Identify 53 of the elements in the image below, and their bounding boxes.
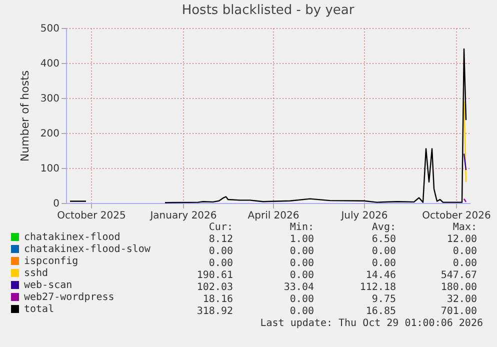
text: 0.00	[288, 270, 314, 281]
y-tick-label: 300	[40, 94, 60, 104]
x-tick-label: October 2026	[422, 210, 491, 222]
text: 32.00	[446, 294, 477, 305]
text: 701.00	[440, 306, 477, 317]
text: 9.75	[370, 294, 396, 305]
x-tick-label: April 2026	[248, 210, 300, 222]
chart-title: Hosts blacklisted - by year	[182, 3, 355, 18]
text: Max:	[452, 222, 477, 233]
text: 180.00	[440, 282, 477, 293]
text: Avg:	[370, 222, 396, 233]
text: 318.92	[196, 306, 233, 317]
x-tick-label: January 2026	[149, 210, 217, 222]
y-tick-label: 500	[40, 24, 60, 34]
text: 0.00	[370, 258, 396, 269]
text: 102.03	[196, 282, 233, 293]
text: 112.18	[358, 282, 396, 293]
text: 16.85	[364, 306, 396, 317]
y-axis-title: Number of hosts	[18, 70, 32, 162]
text: 1.00	[288, 234, 314, 245]
text: 18.16	[202, 294, 233, 305]
legend-label: sshd	[24, 268, 48, 279]
legend-label: chatakinex-flood	[24, 232, 120, 243]
text: 0.00	[208, 246, 233, 257]
legend-label: ispconfig	[24, 256, 78, 267]
text: Cur:	[208, 222, 233, 233]
text: 12.00	[446, 234, 477, 245]
text: 0.00	[288, 258, 314, 269]
legend-label: web-scan	[24, 280, 72, 291]
text: 0.00	[452, 258, 477, 269]
text: 0.00	[370, 246, 396, 257]
text: 0.00	[288, 246, 314, 257]
text: 0.00	[288, 294, 314, 305]
text: 547.67	[440, 270, 477, 281]
legend-label: web27-wordpress	[24, 292, 114, 303]
legend-label: total	[24, 304, 54, 315]
y-tick-label: 200	[40, 128, 60, 140]
x-tick-label: July 2026	[340, 210, 388, 222]
y-tick-label: 100	[40, 164, 60, 174]
text: 0.00	[452, 246, 477, 257]
text: 0.00	[288, 306, 314, 317]
text: 33.04	[282, 282, 314, 293]
text: Last update: Thu Oct 29 01:00:06 2026	[259, 318, 483, 329]
y-tick-label: 400	[40, 58, 60, 70]
text: 6.50	[370, 234, 396, 245]
x-tick-label: October 2025	[57, 210, 126, 222]
text: 14.46	[364, 270, 396, 281]
text: 0.00	[208, 258, 233, 269]
legend-label: chatakinex-flood-slow	[24, 244, 152, 255]
text: 190.61	[196, 270, 233, 281]
text: Min:	[288, 222, 314, 233]
y-tick-label: 0	[53, 198, 60, 210]
text: 8.12	[208, 234, 233, 245]
